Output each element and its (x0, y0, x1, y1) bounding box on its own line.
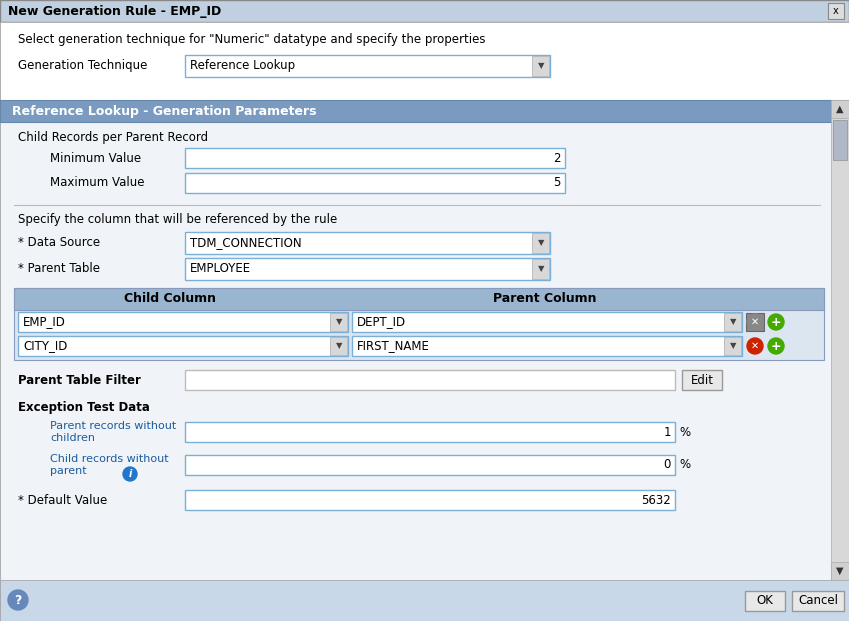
Bar (532, 233, 549, 253)
Circle shape (123, 467, 137, 481)
Bar (330, 313, 347, 331)
Text: EMP_ID: EMP_ID (23, 315, 66, 329)
Text: ▼: ▼ (335, 342, 342, 350)
Text: TDM_CONNECTION: TDM_CONNECTION (190, 237, 301, 250)
Text: * Default Value: * Default Value (18, 494, 107, 507)
Circle shape (768, 314, 784, 330)
Bar (185, 490, 675, 510)
Circle shape (747, 314, 763, 330)
Bar (746, 313, 764, 331)
Bar (833, 120, 847, 160)
Text: * Parent Table: * Parent Table (18, 261, 100, 274)
Text: x: x (833, 6, 839, 16)
Text: DEPT_ID: DEPT_ID (357, 315, 406, 329)
Bar (792, 591, 844, 611)
Bar (532, 56, 549, 76)
Text: Reference Lookup: Reference Lookup (190, 60, 295, 73)
Bar (831, 562, 849, 580)
Bar (14, 288, 824, 360)
Bar (185, 173, 565, 193)
Text: ▼: ▼ (537, 265, 544, 273)
Text: Exception Test Data: Exception Test Data (18, 401, 150, 414)
Bar (831, 100, 849, 118)
Circle shape (747, 338, 763, 354)
Text: Specify the column that will be referenced by the rule: Specify the column that will be referenc… (18, 214, 337, 227)
Text: Reference Lookup - Generation Parameters: Reference Lookup - Generation Parameters (12, 104, 317, 117)
Text: Child Records per Parent Record: Child Records per Parent Record (18, 132, 208, 145)
Text: 0: 0 (664, 458, 671, 471)
Text: 1: 1 (664, 425, 671, 438)
Bar (185, 55, 550, 77)
Bar (185, 422, 675, 442)
Text: EMPLOYEE: EMPLOYEE (190, 263, 251, 276)
Text: CITY_ID: CITY_ID (23, 340, 67, 353)
Text: Select generation technique for "Numeric" datatype and specify the properties: Select generation technique for "Numeric… (18, 34, 486, 47)
Text: Edit: Edit (690, 373, 713, 386)
Text: ▼: ▼ (730, 342, 736, 350)
Text: Parent records without
children: Parent records without children (50, 421, 177, 443)
Bar (14, 288, 824, 310)
Bar (185, 232, 550, 254)
Text: Parent Table Filter: Parent Table Filter (18, 373, 141, 386)
Bar (185, 370, 675, 390)
Text: ✕: ✕ (751, 341, 759, 351)
Text: * Data Source: * Data Source (18, 235, 100, 248)
Circle shape (768, 338, 784, 354)
Bar (724, 337, 741, 355)
Text: FIRST_NAME: FIRST_NAME (357, 340, 430, 353)
Text: +: + (771, 315, 781, 329)
Text: OK: OK (756, 594, 773, 607)
Text: ▼: ▼ (537, 61, 544, 71)
Text: ▼: ▼ (836, 566, 844, 576)
Bar (0, 0, 849, 22)
Bar (185, 455, 675, 475)
Bar (724, 313, 741, 331)
Bar (0, 100, 849, 580)
Text: ✕: ✕ (751, 317, 759, 327)
Text: Maximum Value: Maximum Value (50, 176, 144, 189)
Bar (352, 336, 742, 356)
Text: 2: 2 (554, 152, 561, 165)
Text: ?: ? (14, 594, 22, 607)
Text: ▼: ▼ (537, 238, 544, 248)
Bar (18, 312, 348, 332)
Text: ▼: ▼ (335, 317, 342, 327)
Bar (532, 259, 549, 279)
Text: Child Column: Child Column (124, 292, 216, 306)
Circle shape (8, 590, 28, 610)
Text: 5632: 5632 (641, 494, 671, 507)
Bar (0, 580, 849, 621)
Text: Child records without
parent: Child records without parent (50, 454, 169, 476)
Text: 5: 5 (554, 176, 561, 189)
Text: New Generation Rule - EMP_ID: New Generation Rule - EMP_ID (8, 4, 222, 17)
Text: i: i (128, 469, 132, 479)
Bar (18, 336, 348, 356)
Text: Generation Technique: Generation Technique (18, 58, 148, 71)
Text: %: % (679, 458, 690, 471)
Text: ▼: ▼ (730, 317, 736, 327)
Bar (0, 22, 849, 100)
Bar (682, 370, 722, 390)
Bar (352, 312, 742, 332)
Bar (831, 100, 849, 580)
Text: Minimum Value: Minimum Value (50, 152, 141, 165)
Text: ▲: ▲ (836, 104, 844, 114)
Bar (0, 100, 849, 122)
Bar (185, 148, 565, 168)
Bar (745, 591, 785, 611)
Bar (330, 337, 347, 355)
Bar (185, 258, 550, 280)
Text: +: + (771, 340, 781, 353)
Text: Parent Column: Parent Column (493, 292, 597, 306)
Bar (828, 3, 844, 19)
Text: %: % (679, 425, 690, 438)
Text: Cancel: Cancel (798, 594, 838, 607)
